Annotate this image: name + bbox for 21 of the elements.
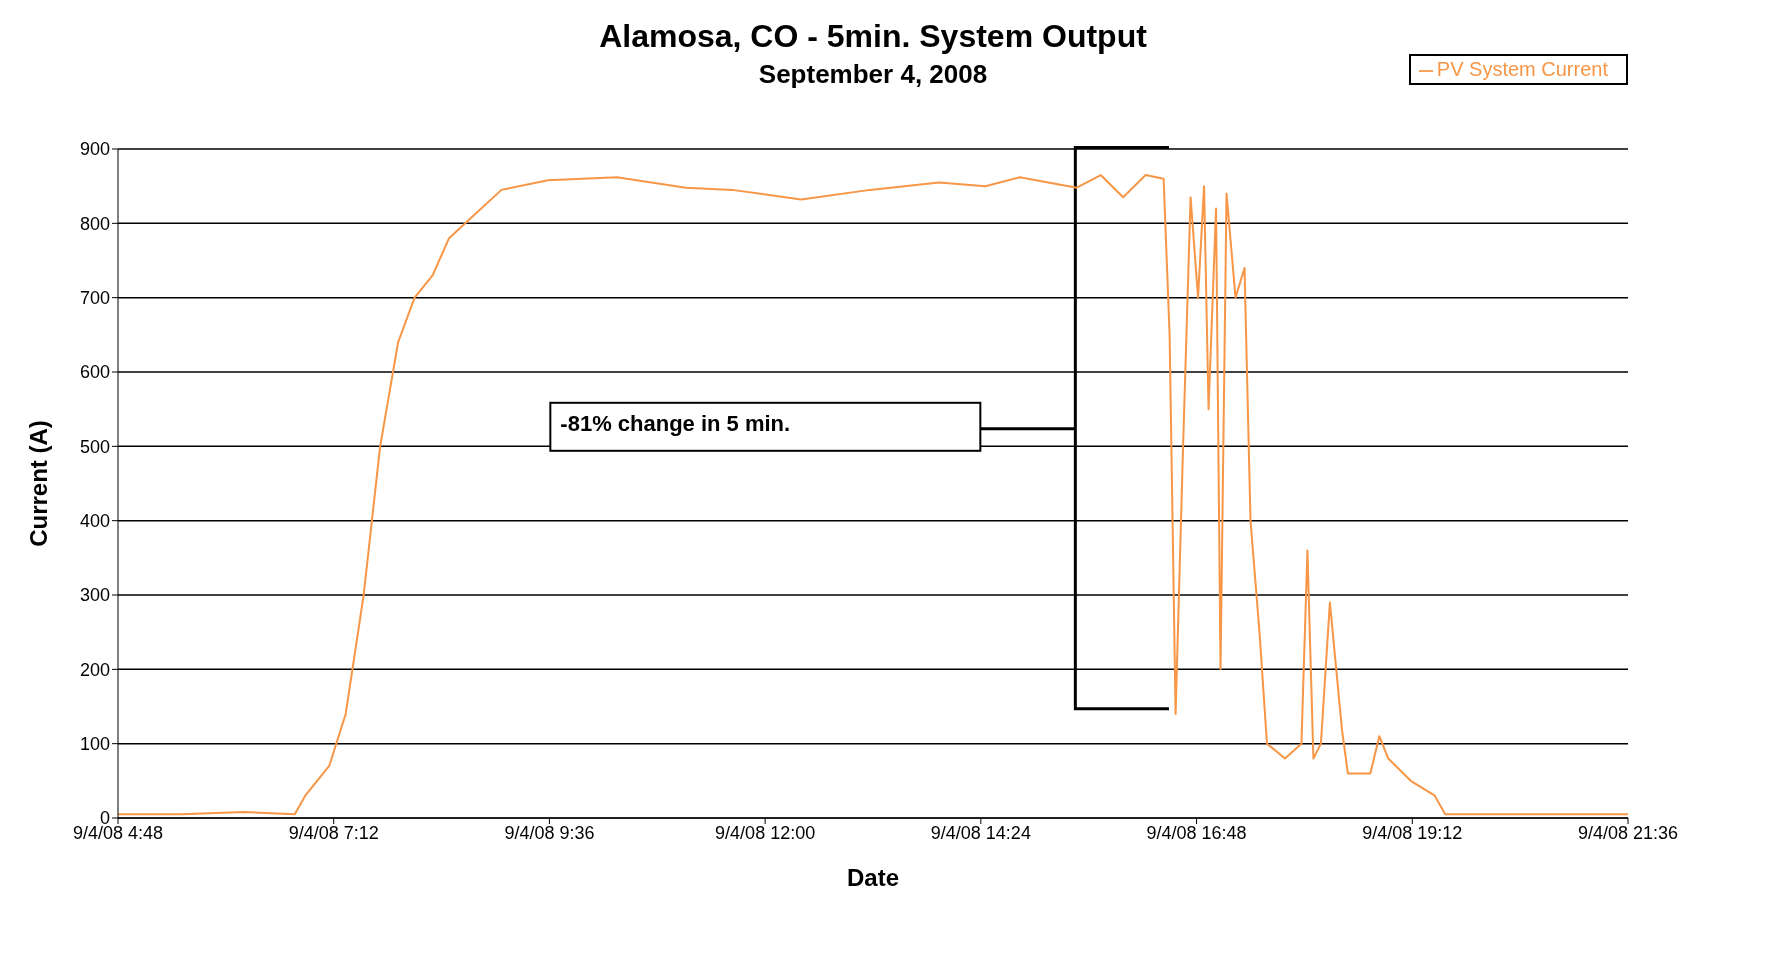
x-tick-label: 9/4/08 19:12 xyxy=(1362,822,1463,843)
y-tick-label: 300 xyxy=(79,585,110,606)
y-tick-label: 900 xyxy=(79,139,110,160)
x-tick-label: 9/4/08 12:00 xyxy=(715,822,816,843)
y-tick-label: 800 xyxy=(79,213,110,234)
x-tick-label: 9/4/08 14:24 xyxy=(930,822,1031,843)
y-axis-title: Current (A) xyxy=(24,420,52,547)
y-tick-label: 700 xyxy=(79,288,110,309)
chart-title: Alamosa, CO - 5min. System Output xyxy=(598,18,1148,55)
x-tick-label: 9/4/08 7:12 xyxy=(288,822,379,843)
y-tick-label: 100 xyxy=(79,734,110,755)
x-tick-label: 9/4/08 21:36 xyxy=(1577,822,1679,843)
y-tick-label: 500 xyxy=(79,436,110,457)
y-tick-label: 600 xyxy=(79,362,110,383)
y-tick-label: 400 xyxy=(79,511,110,532)
x-axis-title: Date xyxy=(846,864,900,891)
chart-subtitle: September 4, 2008 xyxy=(758,59,988,89)
y-tick-label: 200 xyxy=(79,659,110,680)
x-tick-label: 9/4/08 9:36 xyxy=(504,822,595,843)
x-tick-label: 9/4/08 16:48 xyxy=(1146,822,1247,843)
legend-label: PV System Current xyxy=(1436,58,1608,80)
